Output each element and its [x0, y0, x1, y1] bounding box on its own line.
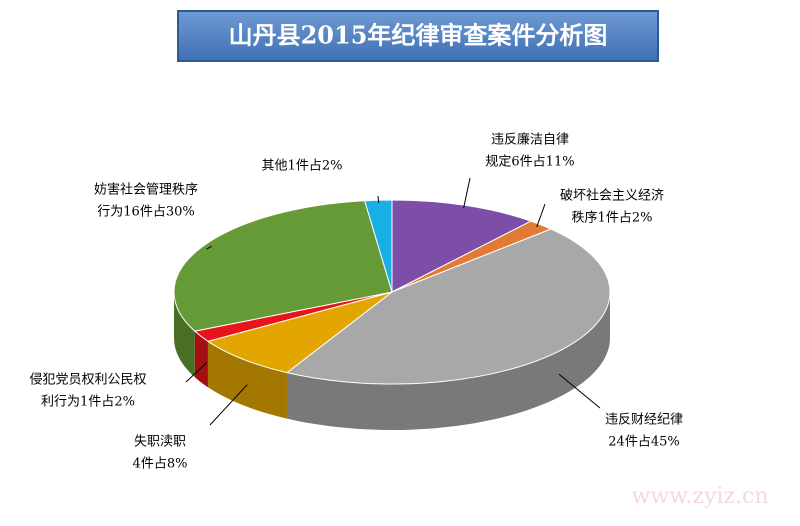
slice-side: [194, 331, 208, 388]
slice: [206, 291, 393, 374]
slice-side-shade: [286, 292, 610, 430]
leader-line: [206, 245, 213, 250]
data-label: 规定6件占11%: [485, 155, 574, 170]
data-label: 24件占45%: [608, 435, 679, 450]
data-label: 破坏社会主义经济: [560, 188, 664, 204]
leader-line: [536, 203, 546, 228]
data-label: 秩序1件占2%: [572, 211, 653, 226]
leader-line: [558, 373, 601, 409]
data-label: 违反廉洁自律: [491, 132, 569, 148]
slice-side: [174, 292, 195, 378]
slice-side: [207, 341, 287, 419]
data-label: 4件占8%: [133, 457, 188, 472]
slice: [173, 200, 393, 332]
data-label: 侵犯党员权利公民权: [29, 372, 146, 388]
slice-side: [286, 292, 610, 430]
slice-side-shade: [207, 341, 287, 419]
title-box: [177, 10, 659, 62]
data-label: 妨害社会管理秩序: [94, 182, 198, 198]
data-label: 其他1件占2%: [262, 159, 343, 174]
slice: [391, 199, 533, 293]
data-label: 失职渎职: [134, 435, 186, 450]
leader-line: [185, 362, 208, 383]
slice-side-shade: [194, 331, 208, 388]
slice-side-shade: [174, 292, 195, 378]
data-label: 违反财经纪律: [605, 413, 683, 428]
data-label: 利行为1件占2%: [41, 395, 135, 410]
watermark: www.zyiz.cn: [631, 484, 768, 509]
slice: [285, 228, 611, 385]
data-label: 行为16件占30%: [97, 205, 194, 220]
leader-line: [463, 177, 471, 209]
leader-line: [209, 384, 248, 426]
chart-title: 山丹县2015年纪律审查案件分析图: [229, 21, 608, 50]
leader-line: [377, 195, 380, 203]
